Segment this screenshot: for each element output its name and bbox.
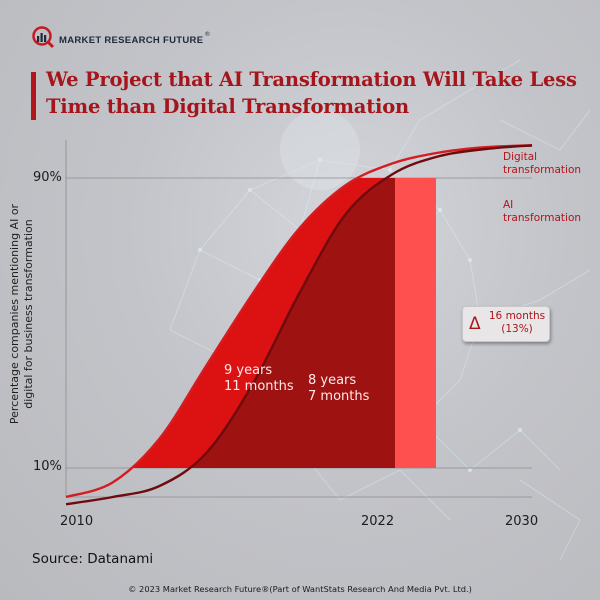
x-tick-label: 2022 [361,514,395,529]
y-tick-label: 90% [33,170,62,185]
legend-label-line: Digital [503,151,538,163]
brand-name: MARKET RESEARCH FUTURE [59,34,204,46]
area-delta [395,178,436,468]
copyright-text: © 2023 Market Research Future®(Part of W… [128,584,472,594]
delta-line: (13%) [501,323,533,335]
x-tick-label: 2030 [505,514,539,529]
area-ai-transformation [191,178,395,468]
brand-logo: MARKET RESEARCH FUTURE ® [32,26,210,50]
legend-label-line: AI [503,199,514,211]
y-axis-label: Percentage companies mentioning AI or di… [8,203,35,425]
legend-ai-transformation: AI transformation [503,199,581,225]
annotation-line: 8 years [308,373,357,388]
line-ai-transformation [65,144,533,506]
page-title: We Project that AI Transformation Will T… [46,68,577,118]
delta-icon: Δ [469,314,481,334]
delta-line: 16 months [488,310,546,322]
annotation-line: 9 years [224,363,273,378]
annotation-ai-duration: 8 years 7 months [308,373,369,405]
y-tick-label: 10% [33,459,62,474]
annotation-digital-duration: 9 years 11 months [224,363,294,395]
delta-annotation-box: Δ 16 months (13%) [462,306,550,342]
annotation-line: 7 months [308,389,370,404]
logo-icon [32,26,56,50]
legend-label-line: transformation [503,164,582,176]
title-accent-bar [31,72,36,120]
source-text: Source: Datanami [32,551,154,567]
line-digital-transformation [65,144,533,499]
registered-mark: ® [204,30,211,38]
legend-label-line: transformation [503,212,582,224]
x-tick-label: 2010 [60,514,94,529]
annotation-line: 11 months [224,379,294,394]
delta-text: 16 months (13%) [487,310,547,336]
legend-digital-transformation: Digital transformation [503,151,581,177]
